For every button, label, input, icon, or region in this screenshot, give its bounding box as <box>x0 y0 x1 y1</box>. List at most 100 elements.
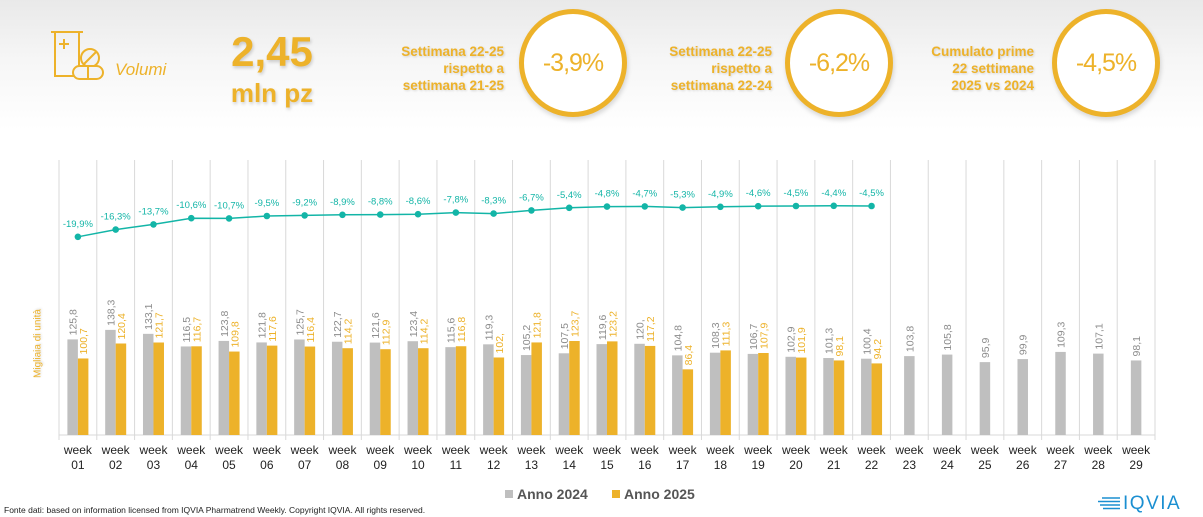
line-point <box>754 202 762 210</box>
bar-label-2025: 116,4 <box>305 317 317 343</box>
x-tick-label: week <box>479 443 509 457</box>
bar-2025 <box>342 348 353 435</box>
kpi-circle-week-vs-prev-week: -3,9% <box>519 9 627 117</box>
kpi-label-line: 22 settimane <box>952 61 1034 76</box>
line-point-label: -13,7% <box>138 206 169 217</box>
bar-label-2024: 105,8 <box>942 324 954 350</box>
kpi-circle-cumulative: -4,5% <box>1052 9 1160 117</box>
bar-label-2025: 98,1 <box>834 336 846 357</box>
line-point-label: -4,6% <box>746 188 771 199</box>
x-tick-label: week <box>101 443 131 457</box>
x-tick-label-number: 18 <box>714 458 728 472</box>
legend-swatch-2024 <box>505 490 513 498</box>
bar-label-2025: 107,9 <box>758 323 770 349</box>
x-tick-label-number: 19 <box>751 458 765 472</box>
bar-2025 <box>77 358 89 435</box>
bar-2024 <box>672 355 683 435</box>
x-tick-label-number: 22 <box>865 458 879 472</box>
bar-2025 <box>871 363 883 435</box>
line-point <box>452 209 460 216</box>
iqvia-logo-lines-icon <box>1098 497 1120 510</box>
bar-label-2025: 116,7 <box>192 317 204 343</box>
x-tick-label-number: 28 <box>1092 458 1106 472</box>
bar-2025 <box>644 345 656 435</box>
bar-label-2025: 121,7 <box>154 312 166 338</box>
bar-label-2025: 111,3 <box>721 322 733 347</box>
line-point <box>603 203 611 210</box>
bar-2024 <box>1055 351 1066 435</box>
line-point <box>830 202 838 210</box>
bar-label-2024: 115,6 <box>446 317 458 343</box>
x-tick-label: week <box>176 443 206 457</box>
legend-item-2025: Anno 2025 <box>612 486 695 502</box>
kpi-label-week-vs-prev-week: Settimana 22-25 rispetto a settimana 21-… <box>380 43 504 94</box>
bar-label-2024: 108,3 <box>710 322 722 348</box>
bar-label-2024: 100,4 <box>861 328 873 354</box>
x-tick-label-number: 10 <box>411 458 425 472</box>
x-tick-label-number: 25 <box>978 458 992 472</box>
bar-label-2024: 99,9 <box>1018 334 1030 355</box>
x-tick-label-number: 14 <box>563 458 577 472</box>
bar-2025 <box>455 346 467 435</box>
x-tick-label: week <box>554 443 584 457</box>
bar-label-2025: 117,6 <box>267 316 279 342</box>
line-point <box>528 207 535 214</box>
bar-2025 <box>304 346 316 435</box>
x-tick-label: week <box>668 443 698 457</box>
line-point <box>641 203 649 210</box>
bar-label-2024: 125,7 <box>294 309 306 335</box>
x-tick-label: week <box>857 443 887 457</box>
bar-2024 <box>747 353 759 435</box>
bar-2024 <box>558 353 570 435</box>
x-tick-label-number: 16 <box>638 458 652 472</box>
bar-label-2024: 121,8 <box>257 312 269 338</box>
kpi-label-line: rispetto a <box>711 61 772 76</box>
bar-label-2025: 100,7 <box>78 328 90 354</box>
line-point <box>679 204 686 211</box>
bar-label-2024: 121,6 <box>370 312 382 338</box>
x-tick-label: week <box>1121 443 1151 457</box>
line-point <box>150 221 157 228</box>
bar-2024 <box>142 333 154 435</box>
line-point <box>414 210 422 218</box>
x-tick-label: week <box>592 443 622 457</box>
x-tick-label-number: 13 <box>525 458 539 472</box>
bar-2025 <box>531 342 542 435</box>
line-point <box>490 210 497 217</box>
bar-2024 <box>596 344 607 435</box>
x-tick-label: week <box>894 443 924 457</box>
bar-label-2024: 123,4 <box>408 311 420 337</box>
line-point <box>301 212 308 219</box>
bar-label-2024: 102,9 <box>786 326 798 352</box>
line-point-label: -16,3% <box>101 212 132 223</box>
line-point <box>339 211 346 219</box>
iqvia-logo-text: IQVIA <box>1123 493 1182 514</box>
kpi-label-cumulative: Cumulato prime 22 settimane 2025 vs 2024 <box>910 43 1034 94</box>
bar-2024 <box>256 342 267 435</box>
x-tick-label-number: 21 <box>827 458 841 472</box>
volumi-label: Volumi <box>115 60 167 79</box>
bar-2025 <box>115 343 127 435</box>
x-tick-label-number: 09 <box>374 458 388 472</box>
source-note: Fonte dati: based on information license… <box>4 505 426 515</box>
line-point-label: -19,9% <box>63 219 94 230</box>
total-volume-value: 2,45 <box>231 28 313 75</box>
bar-2024 <box>331 341 343 435</box>
line-point-label: -7,8% <box>443 195 468 206</box>
line-point-label: -8,6% <box>406 196 431 207</box>
bar-label-2025: 86,4 <box>683 345 695 366</box>
bar-2025 <box>380 349 391 435</box>
legend-label-2025: Anno 2025 <box>624 486 695 502</box>
x-tick-label-number: 23 <box>903 458 917 472</box>
x-tick-label-number: 26 <box>1016 458 1030 472</box>
x-tick-label-number: 07 <box>298 458 312 472</box>
bar-label-2025: 114,2 <box>343 319 355 345</box>
bar-2024 <box>180 346 192 435</box>
bar-2024 <box>785 356 796 435</box>
line-point-label: -4,5% <box>784 188 809 199</box>
x-tick-label-number: 02 <box>109 458 123 472</box>
bar-label-2025: 109,8 <box>229 321 241 347</box>
pill-bottle-icon <box>51 31 104 80</box>
bar-2025 <box>229 351 240 435</box>
